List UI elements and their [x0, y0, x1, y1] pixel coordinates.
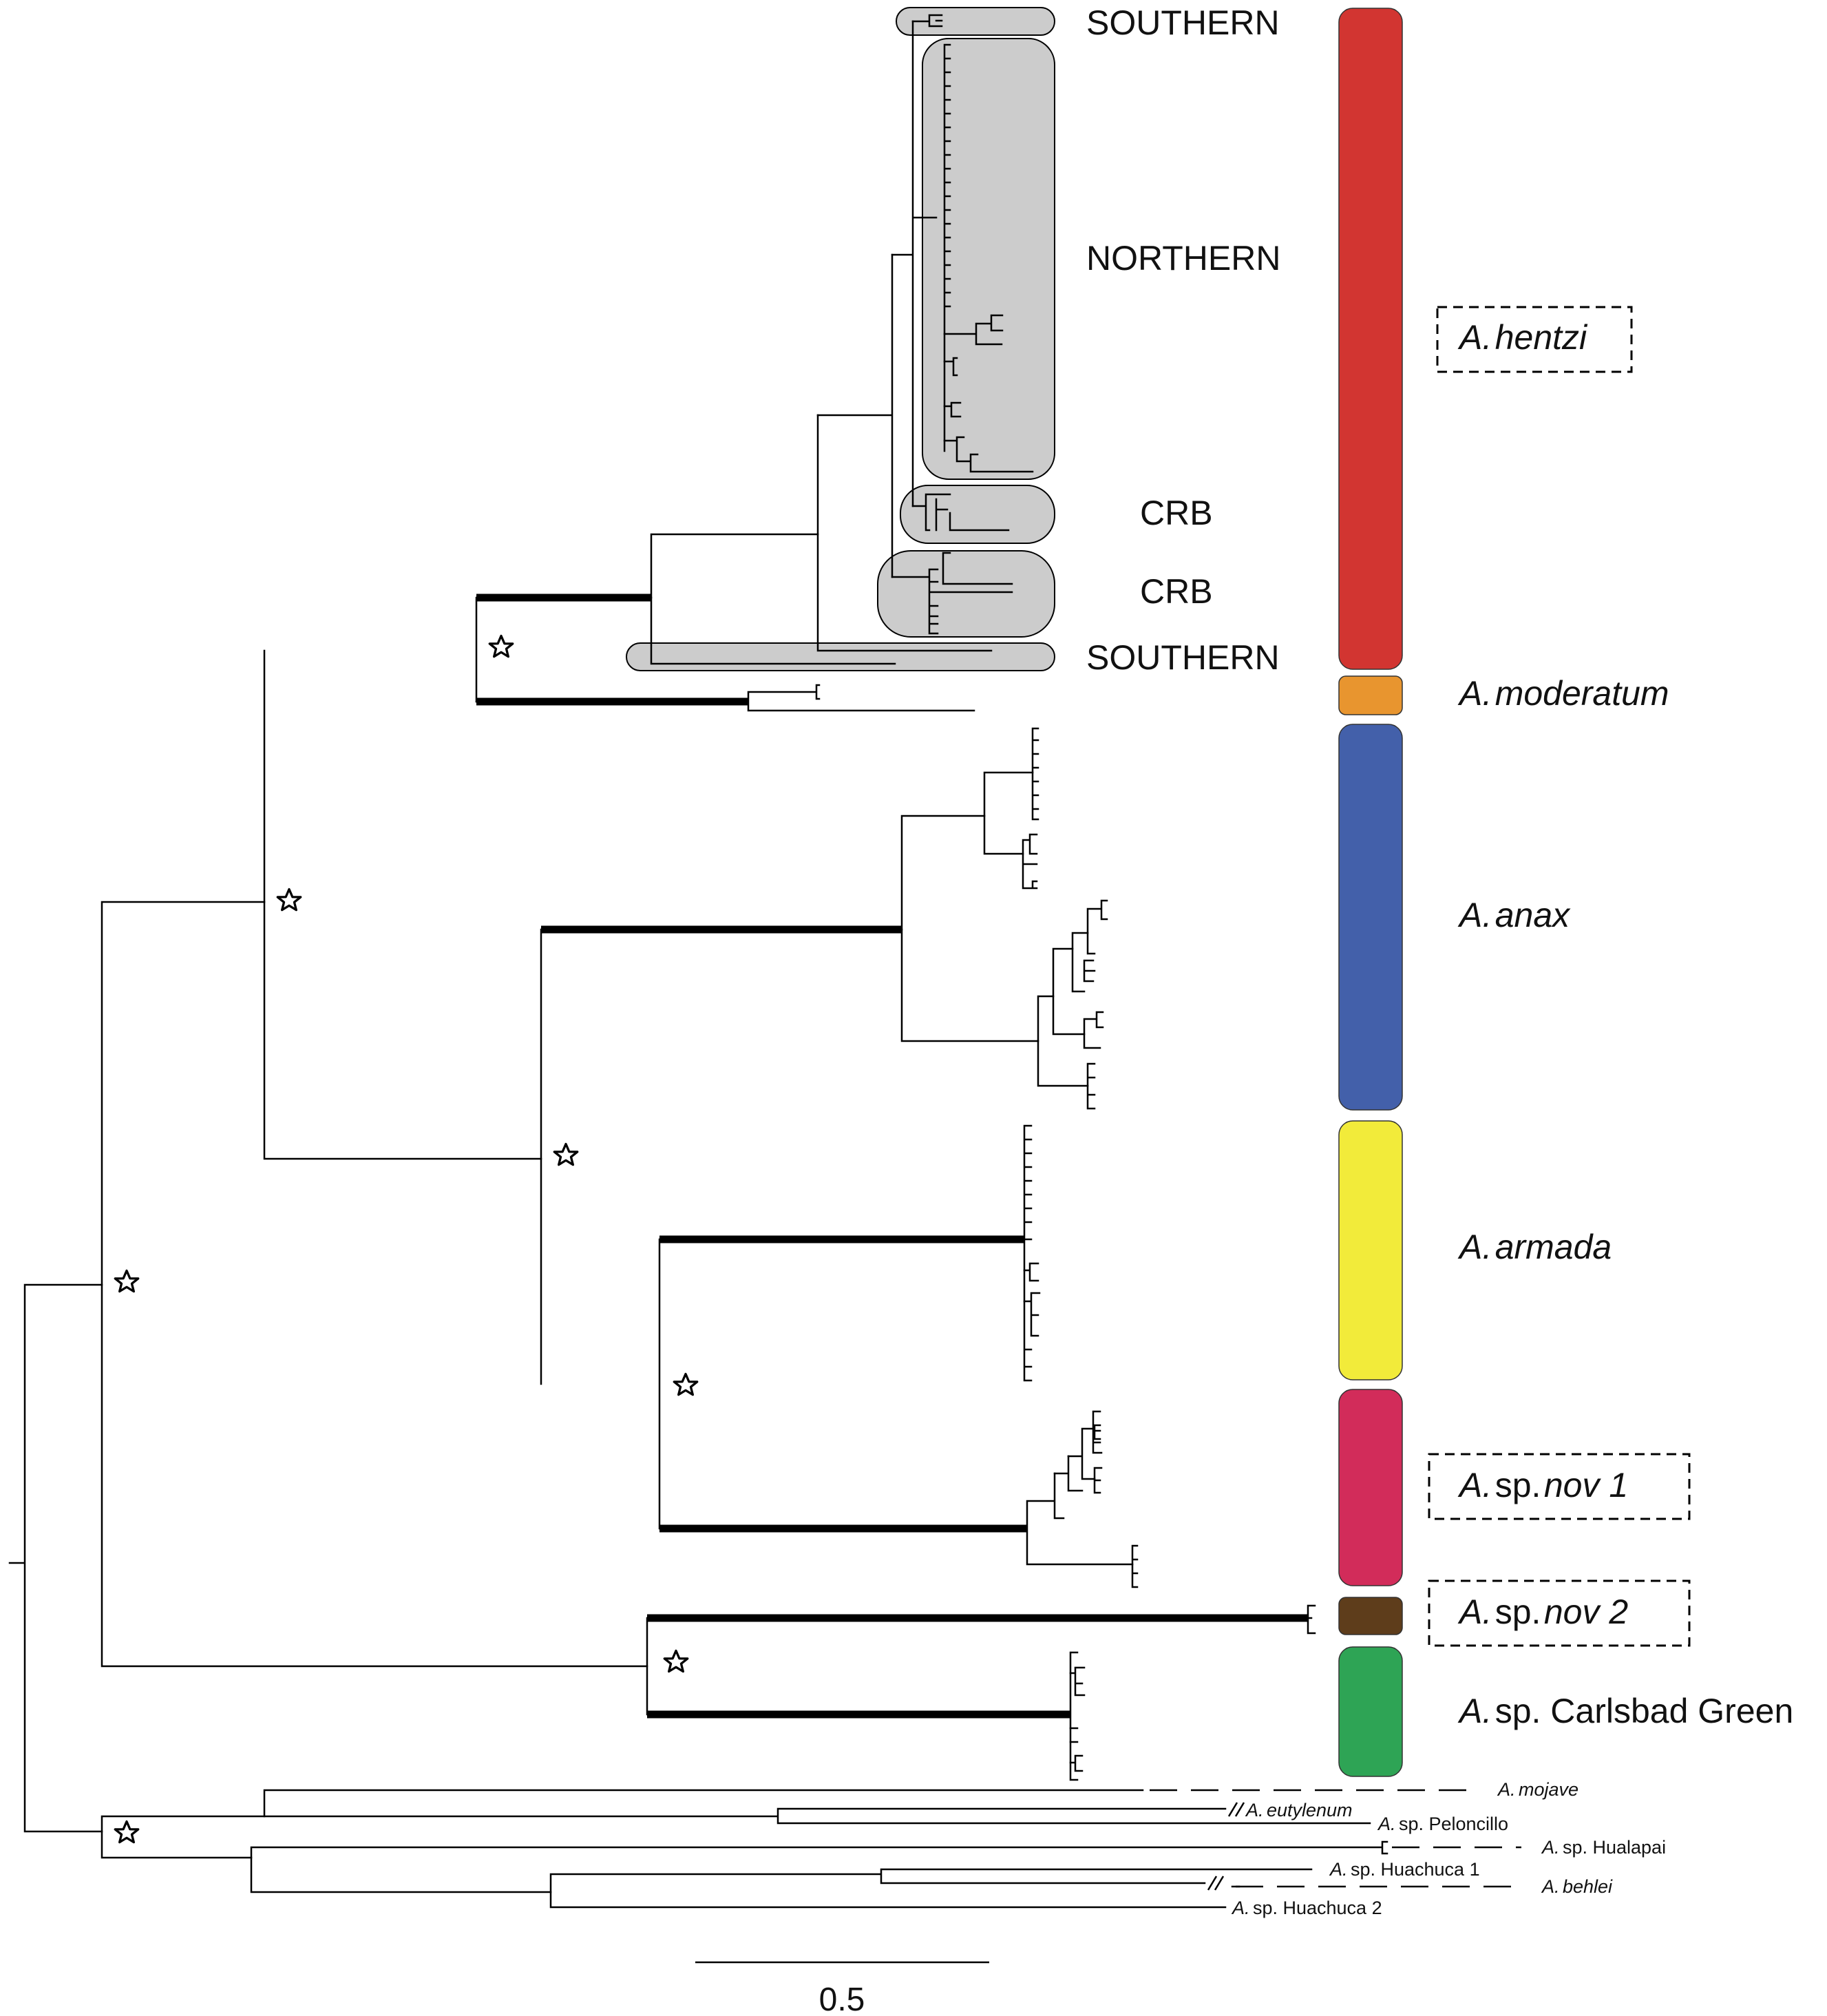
outgroup-label-behlei: A. behlei — [1541, 1876, 1613, 1897]
species-label-hentzi: A. hentzi — [1457, 318, 1588, 357]
clade-boxes — [626, 7, 1055, 671]
star-icon — [663, 1649, 689, 1673]
scale-bar-label: 0.5 — [819, 1982, 865, 2016]
species-bar-moderatum — [1338, 675, 1403, 715]
species-label-sp-nov-1: A. sp. nov 1 — [1457, 1466, 1628, 1504]
star-icon — [114, 1269, 140, 1293]
outgroup-labels: A. mojave A. eutylenum A. sp. Peloncillo… — [1231, 1779, 1666, 1918]
species-bar-anax — [1338, 724, 1403, 1111]
label-box-hentzi — [1436, 306, 1633, 373]
species-bar-sp-nov-2 — [1338, 1597, 1403, 1635]
outgroup-label-peloncillo: A. sp. Peloncillo — [1377, 1814, 1508, 1834]
species-label-armada: A. armada — [1457, 1228, 1612, 1266]
species-label-anax: A. anax — [1457, 896, 1571, 934]
support-markers — [114, 634, 699, 1844]
clade-box-southern-bottom — [626, 642, 1055, 671]
species-label-carlsbad-green: A. sp. Carlsbad Green — [1457, 1692, 1793, 1730]
species-bars — [1338, 8, 1403, 1777]
outgroup-label-hualapai: A. sp. Hualapai — [1541, 1837, 1666, 1858]
clade-box-crb-2 — [877, 550, 1055, 638]
clade-label-southern-top: SOUTHERN — [1086, 3, 1280, 42]
star-icon — [673, 1372, 699, 1396]
star-icon — [114, 1820, 140, 1844]
clade-label-northern: NORTHERN — [1086, 239, 1280, 277]
clade-label-southern-bottom: SOUTHERN — [1086, 638, 1280, 677]
star-icon — [488, 634, 514, 658]
outgroup-label-huachuca-1: A. sp. Huachuca 1 — [1329, 1859, 1480, 1880]
outgroup-label-eutylenum: A. eutylenum — [1245, 1800, 1353, 1820]
dashed-extensions — [1150, 1789, 1521, 1888]
outgroup-label-mojave: A. mojave — [1497, 1779, 1578, 1800]
species-bar-carlsbad-green — [1338, 1646, 1403, 1777]
clade-box-crb-1 — [900, 485, 1055, 544]
clade-box-northern — [922, 38, 1055, 480]
star-icon — [553, 1142, 579, 1166]
label-box-sp-nov-2 — [1428, 1579, 1691, 1647]
species-label-moderatum: A. moderatum — [1457, 674, 1669, 713]
species-bar-sp-nov-1 — [1338, 1389, 1403, 1586]
species-label-sp-nov-2: A. sp. nov 2 — [1457, 1593, 1628, 1631]
supported-branches — [476, 594, 1308, 1719]
outgroup-label-huachuca-2: A. sp. Huachuca 2 — [1231, 1898, 1382, 1918]
species-label-boxes — [1428, 306, 1691, 1647]
branch-break-marks — [1207, 1802, 1245, 1891]
star-icon — [276, 888, 302, 912]
label-box-sp-nov-1 — [1428, 1453, 1691, 1520]
clade-label-crb-2: CRB — [1140, 572, 1213, 611]
clade-labels: SOUTHERN NORTHERN CRB CRB SOUTHERN — [1086, 3, 1280, 677]
species-labels: A. hentzi A. moderatum A. anax A. armada… — [1457, 318, 1793, 1730]
clade-label-crb-1: CRB — [1140, 494, 1213, 532]
tree-branches — [8, 14, 1388, 1909]
species-bar-hentzi — [1338, 8, 1403, 670]
scale-bar: 0.5 — [695, 1961, 989, 2016]
species-bar-armada — [1338, 1120, 1403, 1380]
